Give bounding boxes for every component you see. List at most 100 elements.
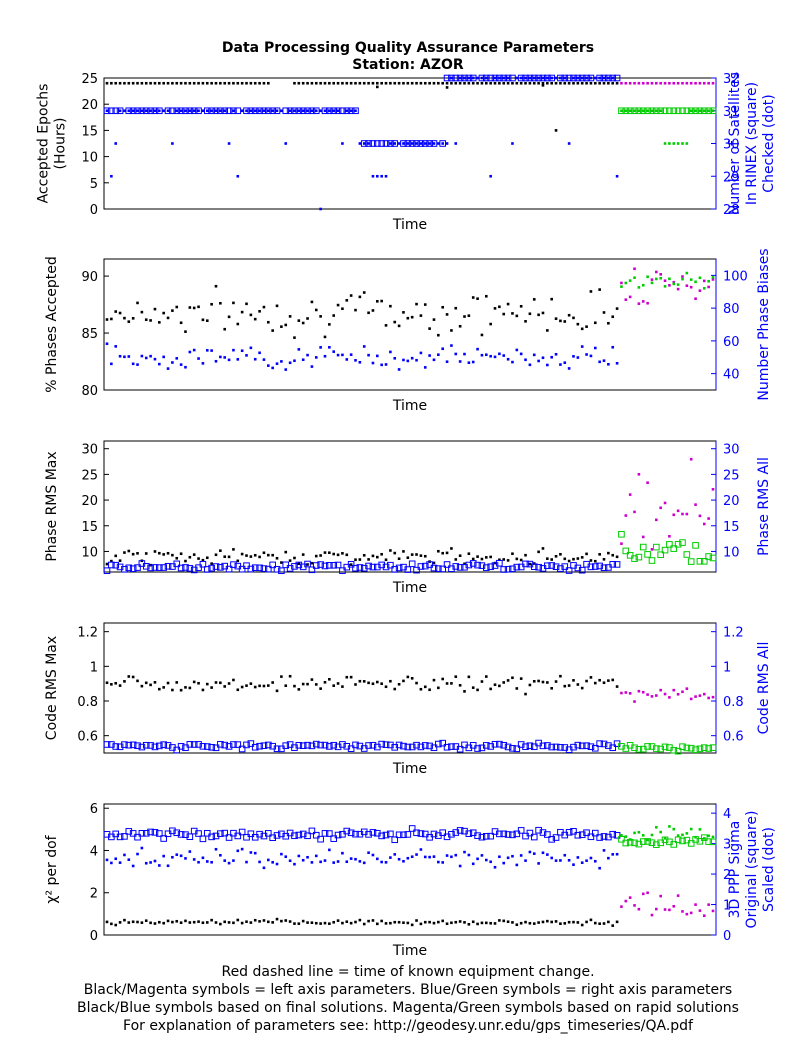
- x-axis-label: Time: [392, 217, 427, 233]
- data-point: [114, 345, 118, 348]
- data-point: [572, 76, 575, 80]
- data-point: [437, 353, 440, 357]
- data-point: [380, 552, 383, 556]
- data-point: [271, 109, 274, 113]
- data-point: [519, 558, 523, 562]
- data-point: [681, 690, 684, 694]
- data-point: [227, 142, 231, 145]
- data-point: [496, 559, 503, 567]
- data-point: [421, 562, 429, 570]
- data-point: [166, 316, 170, 320]
- data-point: [410, 923, 414, 927]
- data-point: [631, 744, 638, 752]
- y-tick-label: 0: [90, 203, 98, 218]
- data-point: [262, 81, 266, 85]
- data-point: [557, 74, 564, 82]
- data-point: [214, 81, 218, 85]
- data-point: [171, 361, 174, 364]
- data-point: [131, 362, 135, 366]
- data-point: [578, 831, 586, 838]
- data-point: [624, 81, 628, 85]
- data-point: [136, 920, 139, 924]
- data-point: [256, 830, 263, 838]
- data-point: [118, 109, 122, 113]
- data-point: [650, 81, 654, 85]
- data-point: [171, 688, 174, 692]
- data-point: [223, 356, 227, 359]
- data-point: [212, 744, 220, 752]
- data-point: [284, 323, 288, 327]
- data-point: [297, 922, 301, 925]
- data-point: [314, 356, 318, 359]
- data-point: [179, 81, 183, 85]
- data-point: [227, 81, 231, 85]
- data-point: [219, 355, 222, 359]
- data-point: [576, 322, 580, 326]
- data-point: [286, 565, 294, 572]
- data-point: [380, 299, 383, 303]
- data-point: [158, 321, 161, 324]
- data-point: [162, 311, 165, 315]
- data-point: [628, 692, 632, 695]
- data-point: [502, 919, 506, 923]
- data-point: [332, 684, 336, 687]
- data-point: [179, 363, 183, 366]
- data-point: [212, 563, 220, 570]
- data-point: [702, 279, 706, 283]
- data-point: [299, 830, 307, 838]
- data-point: [127, 549, 131, 553]
- data-point: [240, 310, 244, 314]
- data-point: [389, 142, 392, 145]
- y2-tick-label: 1.2: [723, 626, 744, 641]
- data-point: [428, 855, 431, 859]
- data-point: [236, 918, 240, 922]
- data-point: [611, 81, 615, 85]
- data-point: [620, 542, 623, 545]
- data-point: [362, 554, 366, 557]
- data-point: [541, 680, 545, 684]
- y-tick-label: 0: [90, 929, 98, 944]
- data-point: [149, 319, 152, 322]
- data-point: [450, 855, 453, 859]
- data-point: [205, 109, 209, 113]
- data-point: [173, 560, 181, 568]
- data-point: [175, 556, 179, 560]
- data-point: [243, 562, 250, 569]
- data-point: [469, 560, 477, 567]
- data-point: [217, 564, 224, 571]
- data-point: [602, 558, 606, 561]
- data-point: [267, 81, 270, 85]
- data-point: [205, 556, 209, 560]
- data-point: [380, 682, 383, 686]
- data-point: [646, 891, 649, 895]
- data-point: [301, 358, 305, 362]
- data-point: [400, 831, 407, 839]
- data-point: [696, 107, 704, 115]
- data-point: [419, 848, 423, 851]
- data-point: [681, 275, 684, 278]
- data-point: [646, 838, 649, 842]
- data-point: [526, 829, 534, 837]
- data-point: [437, 81, 440, 85]
- data-point: [205, 921, 209, 924]
- data-point: [293, 81, 296, 85]
- data-point: [232, 859, 235, 862]
- x-axis-label: Time: [392, 761, 427, 777]
- data-point: [670, 107, 678, 115]
- data-point: [537, 313, 540, 317]
- data-point: [504, 565, 512, 573]
- data-point: [602, 81, 606, 85]
- data-point: [432, 921, 436, 925]
- data-point: [110, 683, 113, 686]
- data-point: [402, 679, 405, 683]
- data-point: [419, 554, 423, 557]
- data-point: [681, 81, 684, 85]
- data-point: [321, 741, 329, 749]
- data-point: [526, 742, 534, 750]
- data-point: [624, 899, 628, 903]
- data-point: [108, 107, 115, 115]
- data-point: [258, 920, 261, 923]
- data-point: [454, 853, 458, 857]
- y-tick-label: 80: [81, 384, 98, 399]
- data-point: [572, 81, 575, 85]
